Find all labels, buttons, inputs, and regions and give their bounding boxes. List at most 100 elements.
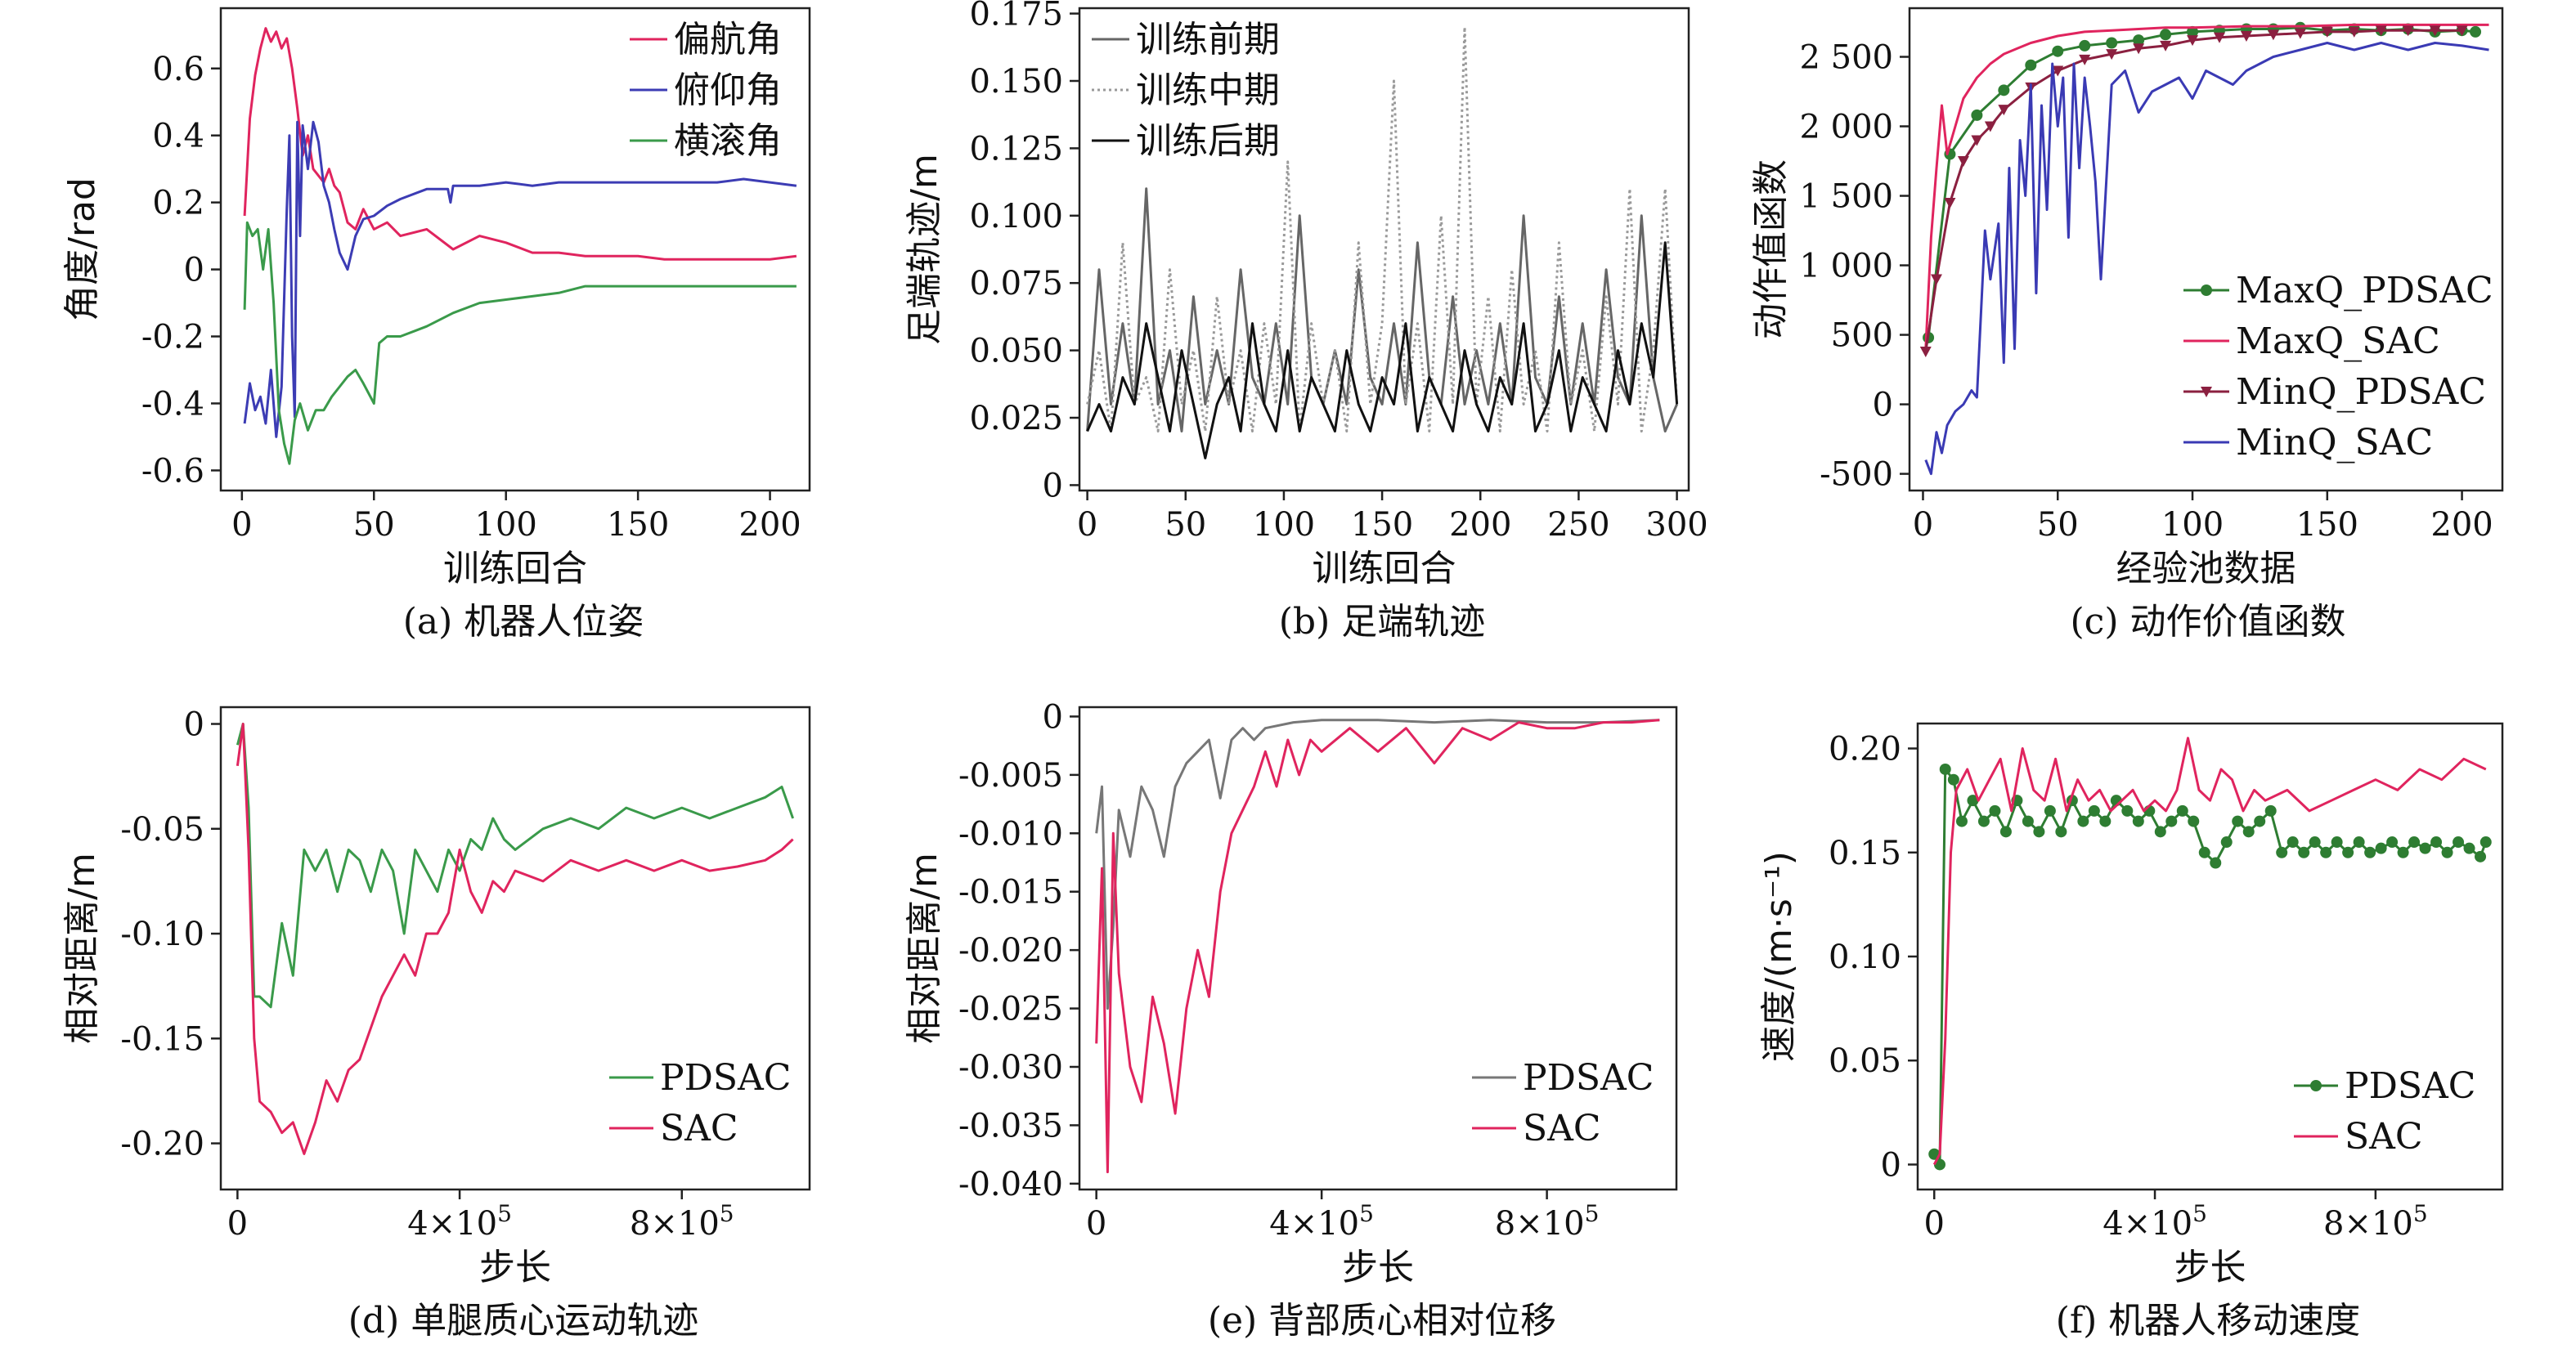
data-point [2132,815,2144,827]
data-point [1977,815,1990,827]
x-tick-label: 300 [1645,506,1708,544]
y-tick-label: 1 500 [1799,178,1893,216]
y-tick-label: 0 [184,706,204,744]
data-point [2160,40,2172,52]
data-point [2298,846,2310,858]
data-point [1955,815,1968,827]
x-tick-label: 100 [1253,506,1315,544]
x-axis-title: 步长 [1342,1247,1414,1288]
y-tick-label: 0.150 [969,63,1063,101]
legend-label: MaxQ_SAC [2236,320,2440,362]
y-tick-label: 0 [1881,1146,1901,1184]
data-point [2079,54,2091,65]
legend-label: MinQ_SAC [2236,422,2433,464]
series-line-d-0 [236,723,795,1009]
data-point [2052,65,2064,77]
data-point [1957,156,1969,168]
data-point [1930,274,1942,285]
data-point [1999,826,2012,838]
legend-label: SAC [2345,1116,2423,1158]
y-tick-label: 0.025 [969,400,1063,437]
y-tick-label: 0.2 [152,185,204,222]
x-tick-label: 0 [1913,506,1933,544]
data-point [1984,121,1996,132]
data-point [2453,836,2465,849]
data-point [2294,28,2306,39]
panel-caption: (e) 背部质心相对位移 [1208,1300,1556,1342]
x-tick-label: 100 [475,506,537,544]
panel-caption: (c) 动作价值函数 [2071,601,2346,643]
y-tick-label: 2 500 [1799,39,1893,77]
x-axis-title: 步长 [479,1247,551,1288]
x-axis-title: 训练回合 [443,548,587,589]
series-line-b-1 [1086,25,1679,432]
data-point [2480,836,2492,849]
data-point [2044,804,2056,817]
chart-panel-c: 0 50 100 150 200 2 500 2 000 1 500 1 000 500 0 -500… [1750,7,2504,643]
x-tick-label: 50 [1165,506,1206,544]
series-line-e-0 [1095,719,1660,1010]
plot-frame [1078,706,1678,1191]
data-point [2386,836,2399,849]
legend-label: 训练后期 [1136,120,1280,162]
data-point [2475,850,2487,862]
plot-frame [1908,7,2504,492]
legend-label: SAC [660,1108,738,1149]
panel-caption: (a) 机器人位姿 [403,601,644,643]
y-tick-label: -0.010 [958,815,1063,853]
data-point [2320,846,2332,858]
data-point [2052,45,2064,57]
y-tick-label: -0.025 [958,991,1063,1028]
legend-label: 俯仰角 [674,69,782,111]
data-point [2364,846,2376,858]
x-tick-label: 200 [738,506,801,544]
y-tick-label: -0.040 [958,1166,1063,1203]
x-tick-label: 8×105 [630,1200,734,1243]
data-point [2160,29,2172,41]
x-axis-title: 训练回合 [1313,548,1456,589]
y-tick-label: 0.6 [152,51,204,88]
data-point [2099,815,2112,827]
y-tick-label: 2 000 [1799,109,1893,146]
legend-label: MaxQ_PDSAC [2236,270,2493,311]
y-axis-title: 足端轨迹/m [904,154,945,345]
legend-marker [2201,284,2212,296]
y-tick-label: 0 [1043,467,1063,504]
y-tick-label: 0.100 [969,198,1063,235]
data-point [2267,29,2279,41]
x-tick-label: 8×105 [2323,1200,2428,1243]
series-line-a-2 [243,221,797,465]
y-tick-label: -0.05 [120,811,204,849]
series-line-c-2 [1924,29,2462,352]
data-point [1998,105,2010,116]
data-point [2419,842,2431,854]
x-tick-label: 0 [1924,1205,1945,1243]
data-point [2402,25,2414,37]
y-tick-label: 0.10 [1829,939,1901,976]
x-tick-label: 250 [1547,506,1609,544]
chart-panel-e: 0 4×105 8×105 0 -0.005 -0.010 -0.015 -0.020 -0.0… [904,698,1678,1342]
data-point [1989,804,2001,817]
y-tick-label: 0.075 [969,265,1063,302]
series-line-b-2 [1086,241,1679,459]
x-axis-title: 经验池数据 [2116,548,2296,589]
data-point [2079,39,2091,52]
data-point [2077,815,2089,827]
legend-marker [2310,1080,2322,1091]
data-point [2441,846,2453,858]
data-point [2106,37,2118,49]
data-point [1947,773,1959,786]
plot-frame [219,706,811,1191]
data-point [2408,836,2421,849]
legend-label: PDSAC [660,1057,791,1099]
x-tick-label: 4×105 [2103,1200,2207,1243]
data-point [1939,763,1951,775]
panel-caption: (b) 足端轨迹 [1279,601,1485,643]
y-tick-label: -0.020 [958,932,1063,970]
chart-panel-d: 0 4×105 8×105 0 -0.05 -0.10 -0.15 -0.20 步长 相对距离/m… [61,706,811,1342]
data-point [1919,346,1932,357]
x-tick-label: 100 [2161,506,2224,544]
series-line-c-1 [1924,23,2489,349]
data-point [2025,59,2037,71]
